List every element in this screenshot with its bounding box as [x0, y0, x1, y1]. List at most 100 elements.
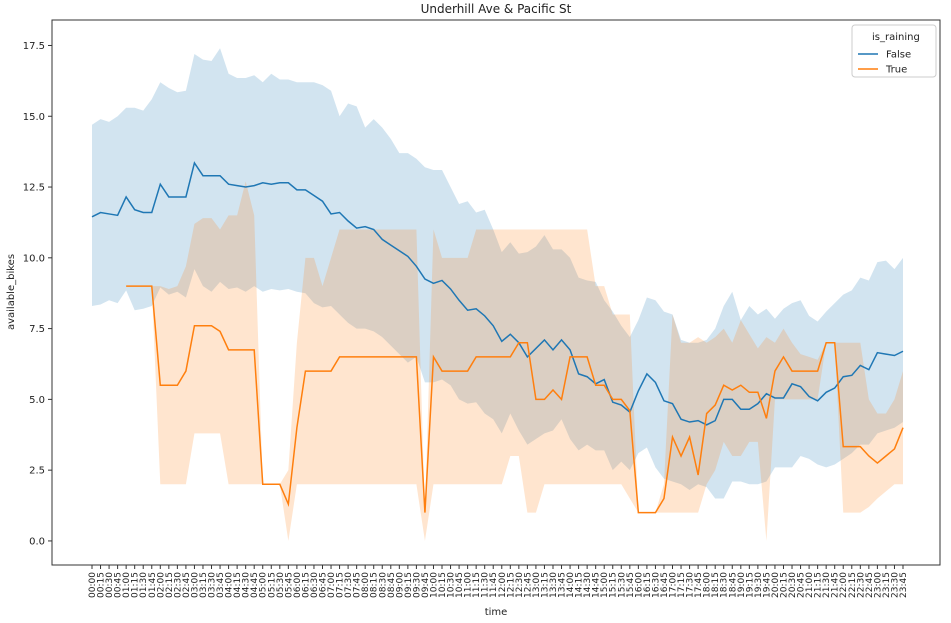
x-tick-label: 15:45 — [626, 572, 636, 598]
x-tick-label: 10:30 — [447, 572, 457, 598]
x-tick-label: 05:15 — [267, 572, 277, 598]
x-tick-label: 23:45 — [899, 572, 909, 598]
y-tick-label: 5.0 — [29, 395, 45, 406]
x-tick-label: 22:30 — [856, 572, 866, 598]
x-tick-label: 15:15 — [609, 572, 619, 598]
x-tick-label: 09:15 — [404, 572, 414, 598]
x-tick-label: 13:00 — [532, 572, 542, 598]
x-tick-label: 18:45 — [728, 572, 738, 598]
x-tick-label: 01:00 — [122, 572, 132, 598]
x-tick-label: 03:30 — [208, 572, 218, 598]
x-tick-label: 02:00 — [156, 572, 166, 598]
x-tick-label: 02:30 — [173, 572, 183, 598]
x-tick-label: 12:30 — [515, 572, 525, 598]
x-tick-label: 20:45 — [797, 572, 807, 598]
x-tick-label: 08:00 — [361, 572, 371, 598]
x-tick-label: 12:00 — [498, 572, 508, 598]
x-tick-label: 03:15 — [199, 572, 209, 598]
x-tick-label: 13:15 — [540, 572, 550, 598]
x-tick-label: 16:45 — [660, 572, 670, 598]
x-tick-label: 21:00 — [805, 572, 815, 598]
x-tick-label: 22:00 — [839, 572, 849, 598]
x-tick-label: 19:30 — [754, 572, 764, 598]
x-tick-label: 02:45 — [182, 572, 192, 598]
x-tick-label: 17:30 — [686, 572, 696, 598]
x-tick-label: 20:00 — [771, 572, 781, 598]
legend-title: is_raining — [872, 32, 920, 43]
x-tick-label: 21:45 — [831, 572, 841, 598]
x-tick-label: 03:45 — [216, 572, 226, 598]
x-tick-label: 13:30 — [549, 572, 559, 598]
x-tick-label: 00:45 — [114, 572, 124, 598]
confidence-band — [126, 181, 904, 541]
x-tick-label: 05:00 — [259, 572, 269, 598]
legend-label: True — [885, 65, 907, 76]
x-tick-label: 00:30 — [105, 572, 115, 598]
x-tick-label: 04:45 — [250, 572, 260, 598]
x-tick-label: 14:30 — [583, 572, 593, 598]
y-axis-label: available_bikes — [6, 254, 17, 330]
x-tick-label: 14:00 — [566, 572, 576, 598]
y-tick-label: 2.5 — [29, 466, 45, 477]
x-tick-label: 05:30 — [276, 572, 286, 598]
x-tick-label: 12:45 — [523, 572, 533, 598]
line — [126, 285, 904, 514]
x-tick-label: 10:45 — [455, 572, 465, 598]
x-tick-label: 12:15 — [506, 572, 516, 598]
plot-frame — [51, 19, 941, 566]
x-tick-label: 10:00 — [429, 572, 439, 598]
x-tick-label: 17:15 — [677, 572, 687, 598]
x-tick-label: 06:30 — [310, 572, 320, 598]
x-tick-label: 13:45 — [558, 572, 568, 598]
x-tick-label: 00:00 — [88, 572, 98, 598]
x-tick-label: 08:15 — [370, 572, 380, 598]
x-tick-label: 02:15 — [165, 572, 175, 598]
x-tick-label: 03:00 — [190, 572, 200, 598]
x-tick-label: 04:30 — [242, 572, 252, 598]
x-tick-label: 16:30 — [651, 572, 661, 598]
x-tick-label: 05:45 — [284, 572, 294, 598]
x-tick-label: 20:15 — [779, 572, 789, 598]
x-tick-label: 17:00 — [669, 572, 679, 598]
x-tick-label: 04:00 — [225, 572, 235, 598]
x-tick-label: 11:00 — [464, 572, 474, 598]
x-tick-label: 09:45 — [421, 572, 431, 598]
x-tick-label: 23:00 — [873, 572, 883, 598]
x-tick-label: 09:30 — [412, 572, 422, 598]
x-tick-label: 17:45 — [694, 572, 704, 598]
x-tick-label: 23:15 — [882, 572, 892, 598]
x-tick-label: 06:00 — [293, 572, 303, 598]
x-tick-label: 11:15 — [472, 572, 482, 598]
x-tick-label: 22:15 — [848, 572, 858, 598]
y-tick-label: 10.0 — [23, 253, 45, 264]
x-tick-label: 22:45 — [865, 572, 875, 598]
chart-title: Underhill Ave & Pacific St — [421, 2, 572, 16]
x-tick-label: 23:30 — [890, 572, 900, 598]
x-tick-label: 04:15 — [233, 572, 243, 598]
x-tick-label: 11:30 — [481, 572, 491, 598]
x-tick-label: 11:45 — [489, 572, 499, 598]
legend-box — [851, 24, 937, 78]
x-tick-label: 21:15 — [814, 572, 824, 598]
x-tick-label: 07:00 — [327, 572, 337, 598]
x-tick-label: 10:15 — [438, 572, 448, 598]
x-tick-label: 01:15 — [131, 572, 141, 598]
x-tick-label: 01:30 — [139, 572, 149, 598]
x-tick-label: 07:15 — [336, 572, 346, 598]
x-tick-label: 18:00 — [703, 572, 713, 598]
x-tick-label: 00:15 — [97, 572, 107, 598]
x-tick-label: 15:30 — [617, 572, 627, 598]
legend-label: False — [886, 50, 911, 61]
x-tick-label: 18:15 — [711, 572, 721, 598]
x-tick-label: 20:30 — [788, 572, 798, 598]
confidence-band — [92, 48, 903, 499]
x-tick-label: 09:00 — [395, 572, 405, 598]
x-tick-label: 21:30 — [822, 572, 832, 598]
legend: is_raining False True — [851, 24, 937, 78]
x-tick-label: 06:45 — [318, 572, 328, 598]
x-tick-label: 07:30 — [344, 572, 354, 598]
y-tick-label: 12.5 — [23, 183, 45, 194]
y-tick-label: 17.5 — [23, 41, 45, 52]
